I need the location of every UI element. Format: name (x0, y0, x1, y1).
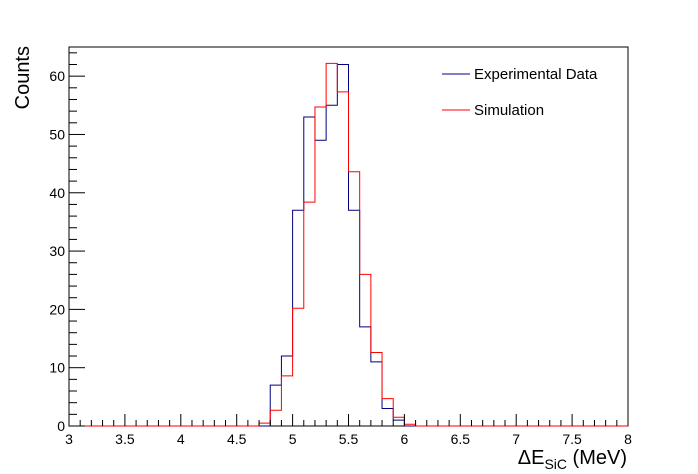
histogram-bin (293, 210, 304, 426)
x-tick-label: 5.5 (339, 431, 359, 447)
y-tick-label: 20 (49, 301, 65, 317)
x-tick-label: 6 (401, 431, 409, 447)
x-tick-label: 7 (512, 431, 520, 447)
histogram-bin (315, 107, 326, 426)
y-axis-title: Counts (12, 46, 34, 109)
x-axis-title-subscript: SiC (544, 456, 567, 472)
x-tick-label: 4 (177, 431, 185, 447)
x-axis-title-main: ΔE (518, 447, 545, 469)
legend-label: Simulation (474, 102, 544, 119)
histogram-bin (326, 63, 337, 426)
series-simulation (69, 62, 628, 427)
x-tick-label: 4.5 (227, 431, 247, 447)
x-axis-title-unit: (MeV) (567, 447, 627, 469)
histogram-step-line (69, 62, 628, 427)
x-axis: 3 3.5 4 4.5 5 5.5 6 6.5 7 7.5 8 (65, 414, 632, 447)
histogram-bin (382, 409, 393, 426)
y-tick-label: 60 (49, 68, 65, 84)
x-tick-label: 7.5 (562, 431, 582, 447)
histogram-bin (326, 105, 337, 426)
x-tick-label: 6.5 (451, 431, 471, 447)
x-tick-label: 5 (289, 431, 297, 447)
histogram-bin (349, 210, 360, 426)
histogram-bin (337, 64, 348, 426)
histogram-bin (270, 385, 281, 426)
histogram-bin (281, 356, 292, 426)
x-tick-label: 3.5 (115, 431, 135, 447)
legend: Experimental Data Simulation (442, 66, 598, 119)
histogram-bin (304, 117, 315, 426)
y-tick-label: 0 (57, 418, 65, 434)
histogram-bin (315, 140, 326, 426)
x-tick-label: 8 (624, 431, 632, 447)
histogram-bin (304, 202, 315, 426)
legend-label: Experimental Data (474, 66, 598, 83)
histogram-bin (360, 274, 371, 426)
y-tick-label: 10 (49, 360, 65, 376)
histogram-bin (393, 417, 404, 426)
histogram-bin (382, 399, 393, 426)
y-tick-label: 50 (49, 126, 65, 142)
histogram-bin (281, 376, 292, 426)
x-tick-label: 3 (65, 431, 73, 447)
y-tick-label: 40 (49, 185, 65, 201)
histogram-bin (371, 353, 382, 426)
histogram-bin (270, 410, 281, 426)
x-axis-title: ΔESiC (MeV) (518, 447, 627, 472)
series-layer (69, 62, 628, 427)
histogram-bin (360, 327, 371, 426)
histogram-bin (371, 362, 382, 426)
histogram-bin (337, 92, 348, 426)
y-tick-label: 30 (49, 243, 65, 259)
histogram-bin (293, 308, 304, 426)
histogram-bin (393, 420, 404, 426)
y-axis: 0 10 20 30 40 50 60 (49, 52, 85, 434)
